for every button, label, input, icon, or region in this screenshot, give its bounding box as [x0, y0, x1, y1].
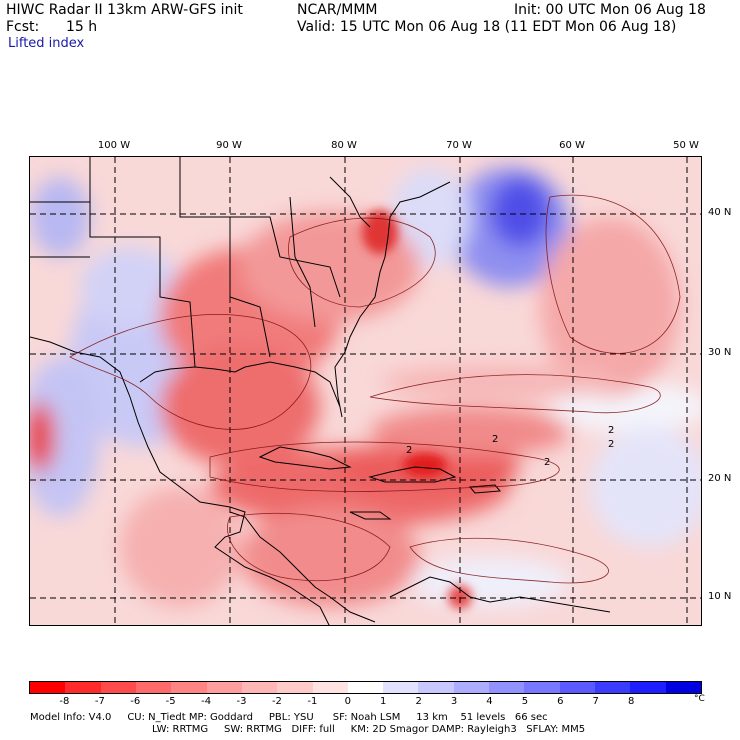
colorbar-swatch [65, 682, 101, 693]
coastlines [30, 157, 611, 625]
lifted-index-map: 2 2 2 2 2 [29, 156, 702, 626]
colorbar-swatch [171, 682, 207, 693]
model-info-line-1: Model Info: V4.0 CU: N_Tiedt MP: Goddard… [30, 712, 548, 723]
colorbar-swatch [418, 682, 454, 693]
lon-label-90w: 90 W [216, 140, 242, 151]
colorbar-swatch [630, 682, 666, 693]
init-time: Init: 00 UTC Mon 06 Aug 18 [514, 2, 706, 18]
lon-label-100w: 100 W [97, 140, 131, 151]
valid-time: Valid: 15 UTC Mon 06 Aug 18 (11 EDT Mon … [297, 19, 677, 35]
contour-lines [69, 194, 681, 584]
lon-label-50w: 50 W [673, 140, 699, 151]
model-title: HIWC Radar II 13km ARW-GFS init [6, 2, 243, 18]
lat-label-20n: 20 N [708, 473, 732, 484]
colorbar-swatch [100, 682, 136, 693]
map-canvas: 2 2 2 2 2 [30, 157, 701, 625]
colorbar-tick-label: 3 [450, 696, 458, 707]
colorbar-tick-label: -1 [307, 696, 318, 707]
colorbar-tick-label: -7 [94, 696, 105, 707]
lon-label-80w: 80 W [331, 140, 357, 151]
colorbar-swatch [206, 682, 242, 693]
contour-label: 2 [544, 457, 550, 468]
field-name: Lifted index [8, 36, 85, 51]
lifted-index-shading [30, 167, 701, 607]
contour-label: 2 [608, 439, 614, 450]
contour-label: 2 [492, 434, 498, 445]
colorbar-tick-label: 1 [380, 696, 387, 707]
colorbar-swatch [135, 682, 172, 693]
colorbar-tick-label: -4 [201, 696, 212, 707]
colorbar-swatch [665, 682, 701, 693]
colorbar [29, 681, 702, 694]
colorbar-tick-label: 5 [521, 696, 529, 707]
colorbar-swatch [347, 682, 384, 693]
lat-label-10n: 10 N [708, 591, 732, 602]
colorbar-unit: °C [694, 694, 705, 704]
colorbar-swatch [524, 682, 560, 693]
colorbar-tick-label: -3 [236, 696, 247, 707]
colorbar-tick-label: -5 [165, 696, 176, 707]
colorbar-swatch [595, 682, 631, 693]
colorbar-tick-label: 7 [592, 696, 599, 707]
colorbar-swatch [30, 682, 66, 693]
lon-label-70w: 70 W [446, 140, 472, 151]
colorbar-swatch [453, 682, 490, 693]
org-label: NCAR/MMM [297, 2, 378, 18]
model-info-line-2: LW: RRTMG SW: RRTMG DIFF: full KM: 2D Sm… [152, 724, 586, 735]
contour-label: 2 [406, 445, 412, 456]
colorbar-swatch [277, 682, 313, 693]
colorbar-swatch [489, 682, 525, 693]
colorbar-tick-label: -8 [59, 696, 70, 707]
forecast-label: Fcst: [6, 19, 40, 35]
colorbar-swatch [312, 682, 348, 693]
colorbar-tick-label: -2 [271, 696, 282, 707]
colorbar-swatch [559, 682, 595, 693]
colorbar-swatch [241, 682, 278, 693]
colorbar-tick-label: 0 [344, 696, 351, 707]
colorbar-tick-label: 4 [486, 696, 493, 707]
colorbar-tick-label: 2 [415, 696, 422, 707]
forecast-hour: 15 h [66, 19, 98, 35]
lat-label-30n: 30 N [708, 347, 732, 358]
colorbar-tick-label: 8 [627, 696, 635, 707]
lon-label-60w: 60 W [559, 140, 585, 151]
contour-label: 2 [608, 425, 614, 436]
colorbar-swatch [383, 682, 419, 693]
graticule [30, 157, 701, 625]
colorbar-tick-label: 6 [557, 696, 564, 707]
lat-label-40n: 40 N [708, 207, 732, 218]
colorbar-tick-label: -6 [130, 696, 141, 707]
